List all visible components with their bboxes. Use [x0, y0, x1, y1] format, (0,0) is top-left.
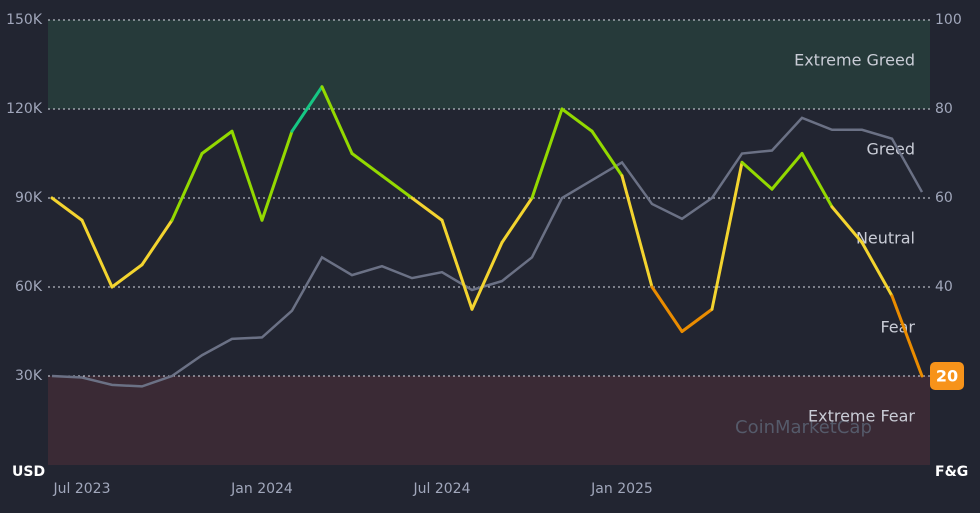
fng-segment	[410, 196, 444, 222]
y2-tick-label: 100	[935, 12, 962, 28]
fng-segment	[740, 160, 774, 191]
y2-axis-label: F&G	[935, 464, 968, 480]
zone-label: Greed	[867, 140, 915, 159]
fng-segment	[650, 285, 684, 333]
fng-segment	[770, 152, 804, 191]
fng-segment	[110, 263, 144, 289]
fng-segment	[560, 107, 594, 133]
y-tick-label: 90K	[15, 190, 43, 206]
fng-segment	[830, 205, 864, 244]
price-line	[51, 116, 924, 388]
current-badge	[930, 362, 964, 390]
fng-segment	[350, 152, 384, 178]
fng-segment	[680, 307, 714, 333]
fng-segment	[50, 196, 84, 222]
zone-band	[48, 376, 930, 465]
x-tick-label: Jul 2024	[413, 481, 471, 497]
fng-segment	[200, 129, 234, 155]
fng-segment	[710, 160, 744, 311]
y2-tick-label: 60	[935, 190, 953, 206]
fng-segment	[320, 85, 354, 155]
fng-segment	[290, 85, 324, 133]
fng-segment	[530, 107, 564, 200]
y-axis-label: USD	[12, 464, 45, 480]
y2-tick-label: 40	[935, 279, 953, 295]
fng-segment	[380, 174, 414, 200]
current-value: 20	[936, 367, 958, 386]
fng-segment	[80, 218, 114, 289]
zone-label: Extreme Fear	[808, 407, 915, 426]
fng-segment	[890, 294, 924, 378]
fng-segment	[440, 218, 474, 311]
fng-segment	[140, 218, 174, 267]
fng-segment	[800, 152, 834, 209]
x-tick-label: Jan 2025	[590, 481, 653, 497]
x-tick-label: Jan 2024	[230, 481, 293, 497]
fng-segment	[170, 152, 204, 222]
zone-label: Neutral	[856, 229, 915, 248]
y-tick-label: 120K	[6, 101, 43, 117]
y-tick-label: 60K	[15, 279, 43, 295]
fng-segment	[620, 174, 654, 289]
y-tick-label: 30K	[15, 368, 43, 384]
fng-segment	[260, 129, 294, 222]
zone-label: Extreme Greed	[794, 51, 915, 70]
fng-segment	[470, 241, 504, 311]
zone-label: Fear	[880, 318, 915, 337]
y2-tick-label: 80	[935, 101, 953, 117]
y-tick-label: 150K	[6, 12, 43, 28]
fng-segment	[230, 129, 264, 222]
fng-segment	[590, 129, 624, 178]
watermark: CoinMarketCap	[735, 417, 872, 438]
x-tick-label: Jul 2023	[53, 481, 111, 497]
fng-segment	[860, 241, 894, 298]
zone-band	[48, 20, 930, 109]
fng-segment	[500, 196, 534, 244]
